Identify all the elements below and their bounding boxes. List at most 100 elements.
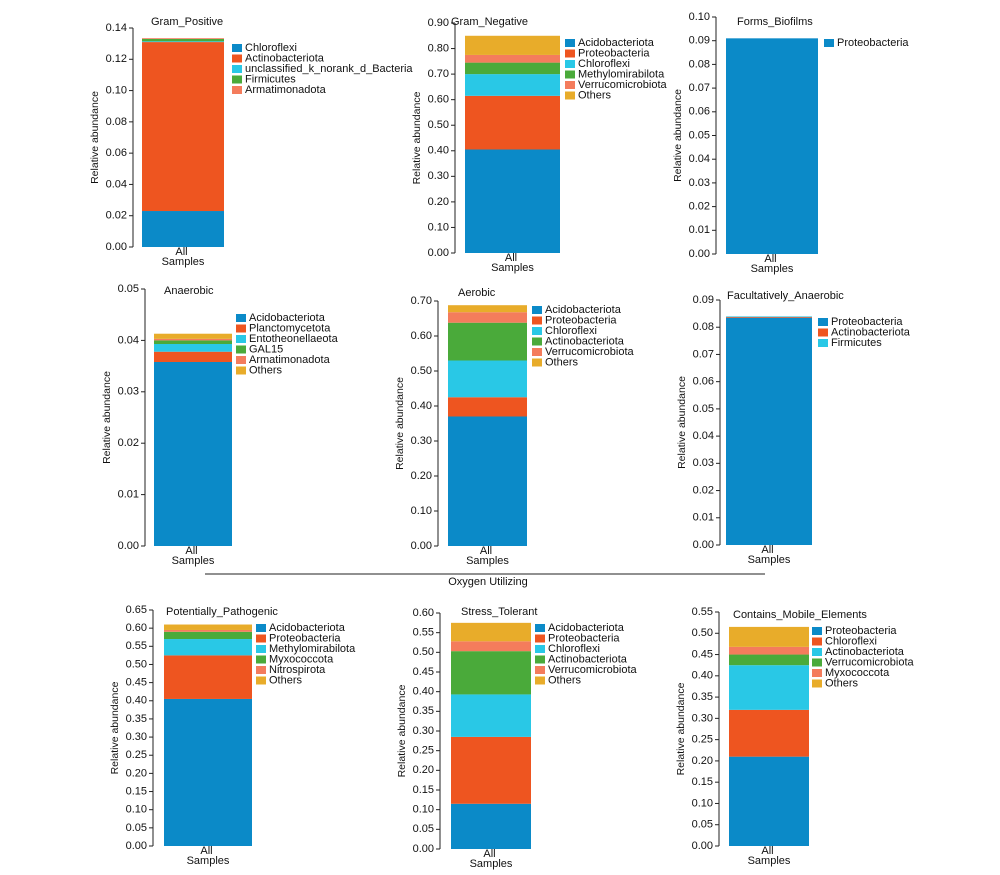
legend-swatch [535, 676, 545, 685]
y-tick-label: 0.10 [692, 797, 713, 809]
y-tick-label: 0.35 [413, 705, 434, 717]
chart-panel: Contains_Mobile_Elements 0.00 0.05 0.10 0.15… [675, 606, 915, 867]
y-tick-label: 0.00 [118, 540, 139, 552]
legend-swatch [236, 366, 246, 375]
bar-segment [154, 361, 232, 546]
chart-title: Potentially_Pathogenic [166, 606, 278, 618]
legend-label: Proteobacteria [269, 632, 341, 644]
y-tick-label: 0.20 [126, 767, 147, 779]
y-tick-label: 0.08 [106, 116, 127, 128]
y-axis-label: Relative abundance [675, 682, 687, 775]
legend-label: Firmicutes [245, 73, 296, 85]
legend-swatch [812, 669, 822, 677]
y-tick-label: 0.12 [106, 53, 127, 65]
bar-segment [164, 624, 252, 630]
legend-label: Acidobacteriota [548, 622, 625, 634]
chart-title: Gram_Positive [151, 16, 223, 28]
legend-label: Myxococcota [825, 667, 890, 679]
legend-swatch [256, 634, 266, 643]
legend-label: Chloroflexi [825, 635, 877, 647]
legend-swatch [532, 358, 542, 367]
bar-segment [465, 149, 560, 253]
legend-swatch [812, 627, 822, 635]
legend-label: Armatimonadota [249, 354, 331, 366]
legend-swatch [812, 658, 822, 667]
y-tick-label: 0.60 [126, 622, 147, 634]
y-axis-label: Relative abundance [676, 376, 688, 469]
y-tick-label: 0.09 [693, 294, 714, 306]
x-tick-label: All Samples [172, 545, 215, 567]
y-tick-label: 0.35 [126, 713, 147, 725]
y-tick-label: 0.03 [689, 177, 710, 189]
x-tick-label: All Samples [470, 848, 513, 870]
y-tick-label: 0.40 [411, 400, 432, 412]
bar-segment [448, 397, 527, 417]
y-tick-label: 0.25 [126, 749, 147, 761]
y-tick-label: 0.55 [413, 627, 434, 639]
y-tick-label: 0.80 [428, 42, 449, 54]
y-tick-label: 0.60 [411, 330, 432, 342]
y-tick-label: 0.90 [428, 17, 449, 29]
bar-segment [726, 38, 818, 254]
y-tick-label: 0.00 [428, 247, 449, 259]
legend-label: Proteobacteria [578, 47, 650, 59]
y-tick-label: 0.25 [413, 745, 434, 757]
y-tick-label: 0.06 [689, 106, 710, 118]
legend-swatch [532, 306, 542, 314]
y-tick-label: 0.00 [689, 248, 710, 260]
bar-segment [729, 709, 809, 757]
legend-label: Verrucomicrobiota [578, 79, 668, 91]
y-axis-label: Relative abundance [396, 684, 408, 777]
bar-segment [729, 626, 809, 647]
y-tick-label: 0.50 [428, 119, 449, 131]
legend-label: Acidobacteriota [578, 37, 655, 49]
y-tick-label: 0.02 [106, 210, 127, 222]
bar-segment [729, 646, 809, 655]
x-tick-label: All Samples [187, 845, 230, 867]
y-tick-label: 0.05 [126, 822, 147, 834]
bar-segment [448, 312, 527, 323]
y-tick-label: 0.35 [692, 691, 713, 703]
bar-segment [142, 38, 224, 39]
y-tick-label: 0.50 [413, 646, 434, 658]
legend-label: Chloroflexi [578, 58, 630, 70]
chart-panel: Forms_Biofilms 0.00 0.01 0.02 0.03 0.04 0.05 0.… [672, 11, 910, 275]
chart-title: Forms_Biofilms [737, 16, 813, 28]
y-tick-label: 0.10 [413, 804, 434, 816]
legend-label: Entotheonellaeota [249, 333, 339, 345]
chart-title: Facultatively_Anaerobic [727, 290, 844, 302]
chart-title: Aerobic [458, 287, 496, 299]
bar-segment [451, 641, 531, 652]
y-tick-label: 0.30 [692, 712, 713, 724]
chart-panel: Aerobic 0.00 0.10 0.20 0.30 0.40 0.50 0.60 0.70 R… [394, 287, 635, 567]
bar-segment [726, 317, 812, 545]
y-tick-label: 0.20 [411, 470, 432, 482]
y-tick-label: 0.10 [428, 221, 449, 233]
y-tick-label: 0.30 [428, 170, 449, 182]
bar-segment [729, 756, 809, 846]
legend-label: Actinobacteriota [245, 52, 325, 64]
bar-segment [451, 736, 531, 804]
y-tick-label: 0.60 [428, 94, 449, 106]
legend-label: Verrucomicrobiota [825, 656, 915, 668]
y-tick-label: 0.10 [106, 84, 127, 96]
chart-title: Anaerobic [164, 285, 214, 297]
legend-label: Nitrospirota [269, 664, 326, 676]
legend-swatch [256, 666, 266, 674]
bar-segment [465, 74, 560, 96]
y-tick-label: 0.50 [411, 365, 432, 377]
bar-segment [448, 305, 527, 313]
y-tick-label: 0.30 [411, 435, 432, 447]
legend-swatch [532, 316, 542, 325]
bar-segment [726, 316, 812, 317]
legend-label: Others [548, 674, 582, 686]
legend-label: Planctomycetota [249, 322, 331, 334]
y-tick-label: 0.02 [118, 437, 139, 449]
legend-swatch [532, 337, 542, 346]
x-tick-label: All Samples [748, 544, 791, 566]
y-tick-label: 0.06 [106, 147, 127, 159]
legend-label: Proteobacteria [825, 625, 897, 637]
bar-segment [465, 35, 560, 55]
y-tick-label: 0.05 [118, 283, 139, 295]
y-tick-label: 0.04 [106, 178, 127, 190]
